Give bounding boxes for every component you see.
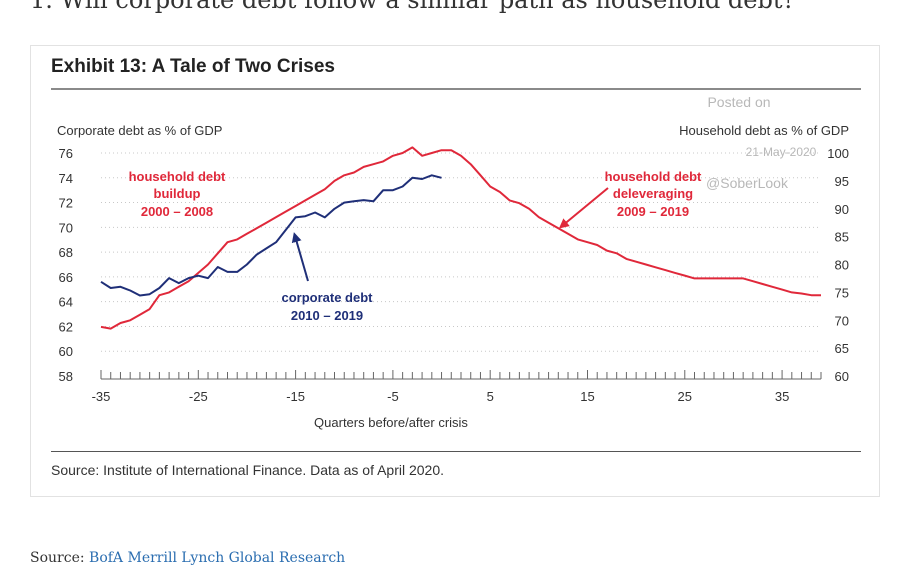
- annotation-line: 2000 – 2008: [141, 204, 213, 219]
- y-left-tick-label: 64: [59, 295, 73, 310]
- y-left-tick-label: 66: [59, 270, 73, 285]
- source-link[interactable]: BofA Merrill Lynch Global Research: [89, 550, 346, 566]
- annotation-line: buildup: [154, 186, 201, 201]
- annotation-household-buildup: household debt buildup 2000 – 2008: [129, 169, 226, 219]
- annotation-line: household debt: [605, 169, 702, 184]
- y-right-tick-label: 65: [835, 341, 849, 356]
- y-right-tick-label: 70: [835, 313, 849, 328]
- y-right-tick-label: 100: [827, 146, 849, 161]
- dual-axis-line-chart: 58 60 62 64 66 68 70 72 74 76 60 65 70 75 80 85 90 95 100 -…: [57, 94, 849, 430]
- corporate-debt-line: [100, 174, 442, 297]
- y-left-tick-label: 72: [59, 196, 73, 211]
- y-right-tick-label: 75: [835, 285, 849, 300]
- x-tick-label: 35: [775, 389, 789, 404]
- annotation-line: household debt: [129, 169, 226, 184]
- x-tick-label: -5: [387, 389, 399, 404]
- annotation-line: 2010 – 2019: [291, 308, 363, 323]
- title-rule: [51, 88, 861, 90]
- page-source: Source: BofA Merrill Lynch Global Resear…: [30, 550, 345, 566]
- y-left-tick-label: 62: [59, 319, 73, 334]
- x-tick-label: -35: [92, 389, 111, 404]
- exhibit-card: Exhibit 13: A Tale of Two Crises 58 60 62 6…: [30, 45, 880, 497]
- y-right-tick-label: 90: [835, 202, 849, 217]
- watermark-handle: @SoberLook: [706, 175, 789, 191]
- y-right-tick-label: 85: [835, 230, 849, 245]
- x-axis-title: Quarters before/after crisis: [314, 415, 468, 430]
- watermark-date: 21-May-2020: [746, 145, 817, 159]
- right-axis-title: Household debt as % of GDP: [679, 123, 849, 138]
- x-tick-label: 15: [580, 389, 594, 404]
- annotation-arrow-household: [558, 187, 609, 229]
- exhibit-title: Exhibit 13: A Tale of Two Crises: [51, 56, 335, 77]
- y-left-tick-label: 58: [59, 369, 73, 384]
- page-question: 1. Will corporate debt follow a similar …: [30, 0, 796, 14]
- series-lines: [100, 146, 821, 330]
- y-left-tick-label: 74: [59, 171, 73, 186]
- x-tick-label: -25: [189, 389, 208, 404]
- y-right-tick-label: 80: [835, 258, 849, 273]
- household-debt-line: [100, 146, 821, 330]
- left-axis-title: Corporate debt as % of GDP: [57, 123, 222, 138]
- y-left-tick-label: 70: [59, 220, 73, 235]
- annotation-line: 2009 – 2019: [617, 204, 689, 219]
- exhibit-source: Source: Institute of International Finan…: [51, 462, 445, 478]
- axes: 58 60 62 64 66 68 70 72 74 76 60 65 70 75 80 85 90 95 100 -…: [59, 146, 849, 404]
- y-right-tick-label: 95: [835, 174, 849, 189]
- y-left-tick-label: 76: [59, 146, 73, 161]
- source-prefix: Source:: [30, 550, 90, 566]
- watermark-posted-on: Posted on: [707, 94, 770, 110]
- y-left-tick-label: 60: [59, 344, 73, 359]
- annotation-household-deleveraging: household debt deleveraging 2009 – 2019: [605, 169, 702, 219]
- grid-lines: [101, 152, 821, 352]
- x-tick-label: 25: [678, 389, 692, 404]
- annotation-corporate-debt: corporate debt 2010 – 2019: [281, 290, 373, 323]
- annotation-line: deleveraging: [613, 186, 693, 201]
- y-left-tick-label: 68: [59, 245, 73, 260]
- y-right-tick-label: 60: [835, 369, 849, 384]
- x-tick-label: -15: [286, 389, 305, 404]
- source-rule: [51, 451, 861, 452]
- annotation-arrow-corporate: [291, 232, 309, 282]
- annotation-line: corporate debt: [281, 290, 373, 305]
- x-tick-label: 5: [487, 389, 494, 404]
- watermark: Posted on 21-May-2020 @SoberLook: [706, 94, 817, 191]
